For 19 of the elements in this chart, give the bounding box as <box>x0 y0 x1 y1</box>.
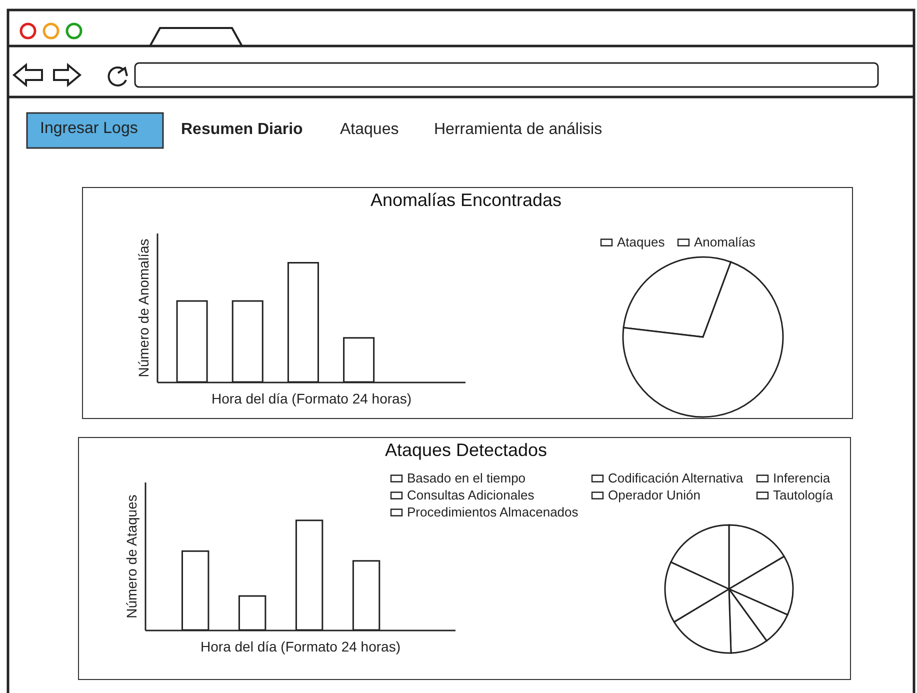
text: Herramienta de análisis <box>434 121 602 139</box>
legend-label: Tautología <box>773 488 834 502</box>
legend-label: Procedimientos Almacenados <box>407 504 579 520</box>
x-axis-title: Hora del día (Formato 24 horas) <box>212 390 412 406</box>
text: Resumen Diario <box>181 121 303 139</box>
legend-label: Consultas Adicionales <box>407 488 535 502</box>
text: Ataques <box>340 121 399 139</box>
legend-label: Ataques <box>617 234 666 250</box>
text: Ingresar Logs <box>40 120 138 138</box>
legend-label: Operador Unión <box>608 488 700 502</box>
text: Ataques Detectados <box>384 440 548 461</box>
legend-label: Anomalías <box>694 234 756 250</box>
x-axis-title: Hora del día (Formato 24 horas) <box>200 638 400 654</box>
legend-label: Basado en el tiempo <box>407 470 526 486</box>
text: Anomalías Encontradas <box>370 190 562 211</box>
y-axis-title: Número de Ataques <box>124 494 140 618</box>
legend-label: Inferencia <box>773 470 831 486</box>
legend-label: Codificación Alternativa <box>608 470 744 486</box>
y-axis-title: Número de Anomalías <box>136 238 152 378</box>
